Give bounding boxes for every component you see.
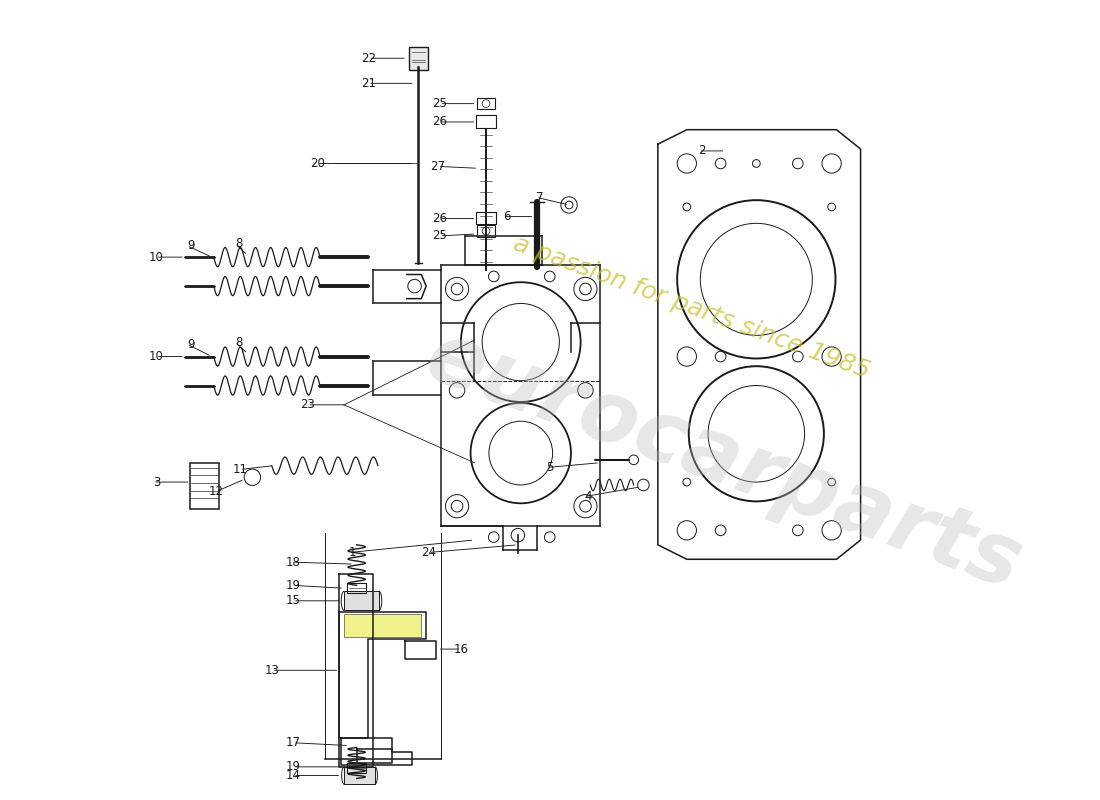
Text: 2: 2 — [698, 145, 706, 158]
Bar — [346, 763, 366, 773]
Text: a passion for parts since 1985: a passion for parts since 1985 — [510, 231, 873, 383]
Text: eurocarparts: eurocarparts — [415, 315, 1033, 608]
Text: 18: 18 — [286, 556, 300, 569]
Text: 10: 10 — [148, 250, 164, 264]
Text: 10: 10 — [148, 350, 164, 363]
Text: 22: 22 — [361, 52, 376, 65]
Text: 26: 26 — [432, 212, 448, 225]
Polygon shape — [344, 614, 421, 638]
Text: 19: 19 — [286, 760, 300, 774]
Text: 23: 23 — [300, 398, 315, 411]
Text: 16: 16 — [453, 642, 469, 655]
Text: 25: 25 — [432, 97, 448, 110]
Bar — [476, 212, 496, 224]
Text: 27: 27 — [430, 160, 446, 173]
Text: 21: 21 — [361, 77, 376, 90]
Text: 1: 1 — [349, 546, 356, 559]
Text: 17: 17 — [286, 736, 300, 750]
Text: 15: 15 — [286, 594, 300, 607]
Text: 6: 6 — [504, 210, 512, 223]
Bar — [346, 583, 366, 593]
Text: 14: 14 — [286, 769, 300, 782]
Text: 8: 8 — [235, 237, 243, 250]
Text: 8: 8 — [235, 335, 243, 349]
Bar — [476, 115, 496, 128]
Text: 7: 7 — [537, 190, 543, 204]
Bar — [344, 767, 375, 784]
Bar — [344, 591, 378, 610]
Text: 4: 4 — [585, 490, 592, 503]
Text: 13: 13 — [264, 664, 279, 677]
Text: 11: 11 — [232, 463, 248, 476]
FancyBboxPatch shape — [409, 46, 428, 70]
Text: 9: 9 — [187, 239, 195, 252]
Text: 12: 12 — [208, 486, 223, 498]
Text: 24: 24 — [421, 546, 436, 559]
Text: 9: 9 — [187, 338, 195, 350]
Text: 25: 25 — [432, 230, 448, 242]
Text: 5: 5 — [547, 461, 553, 474]
Bar — [189, 462, 219, 509]
Text: 26: 26 — [432, 115, 448, 129]
Text: 20: 20 — [310, 157, 324, 170]
Text: 19: 19 — [286, 579, 300, 592]
Text: 3: 3 — [153, 475, 161, 489]
